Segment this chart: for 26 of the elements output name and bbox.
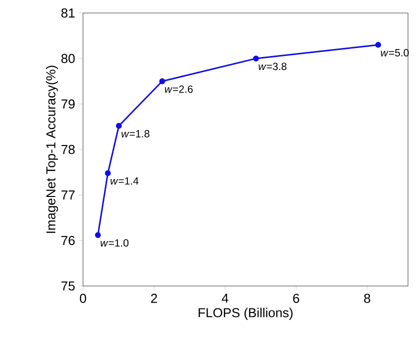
annotation: w=1.8	[122, 130, 150, 138]
x-tick-label: 2	[151, 294, 157, 303]
y-tick-label: 80	[61, 54, 75, 64]
y-tick-label: 79	[61, 99, 75, 109]
y-tick-label: 76	[61, 236, 75, 246]
y-tick-label: 81	[61, 8, 75, 18]
point	[375, 42, 382, 48]
annotation: w=3.8	[258, 62, 286, 70]
point	[116, 122, 122, 129]
x-tick-label: 4	[222, 294, 228, 303]
x-tick-label: 0	[80, 294, 86, 303]
point	[94, 232, 101, 238]
annotation: w=5.0	[380, 49, 409, 56]
y-axis-title: ImageNet Top-1 Accuracy(%)	[46, 66, 58, 233]
annotation: w=1.4	[110, 177, 139, 185]
y-tick-label: 75	[61, 281, 75, 291]
x-tick-label: 6	[293, 294, 300, 303]
x-tick-label: 8	[364, 294, 370, 303]
y-tick-label: 78	[61, 144, 75, 154]
x-axis-title: FLOPS (Billions)	[198, 308, 293, 320]
point	[159, 78, 166, 84]
annotation: w=2.6	[164, 85, 193, 93]
point	[104, 170, 111, 176]
annotation: w=1.0	[100, 239, 128, 247]
y-tick-label: 77	[61, 190, 75, 200]
point	[253, 56, 259, 62]
